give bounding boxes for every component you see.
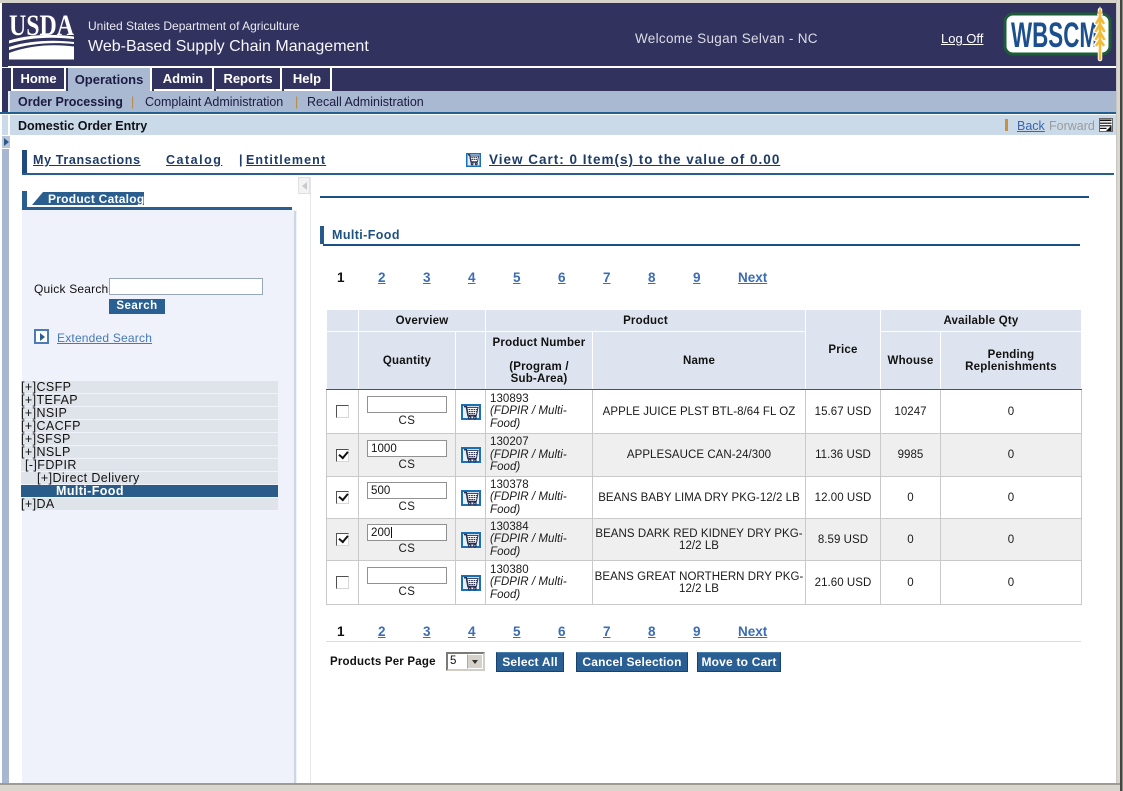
svg-text:WBSCM: WBSCM	[1011, 16, 1098, 55]
